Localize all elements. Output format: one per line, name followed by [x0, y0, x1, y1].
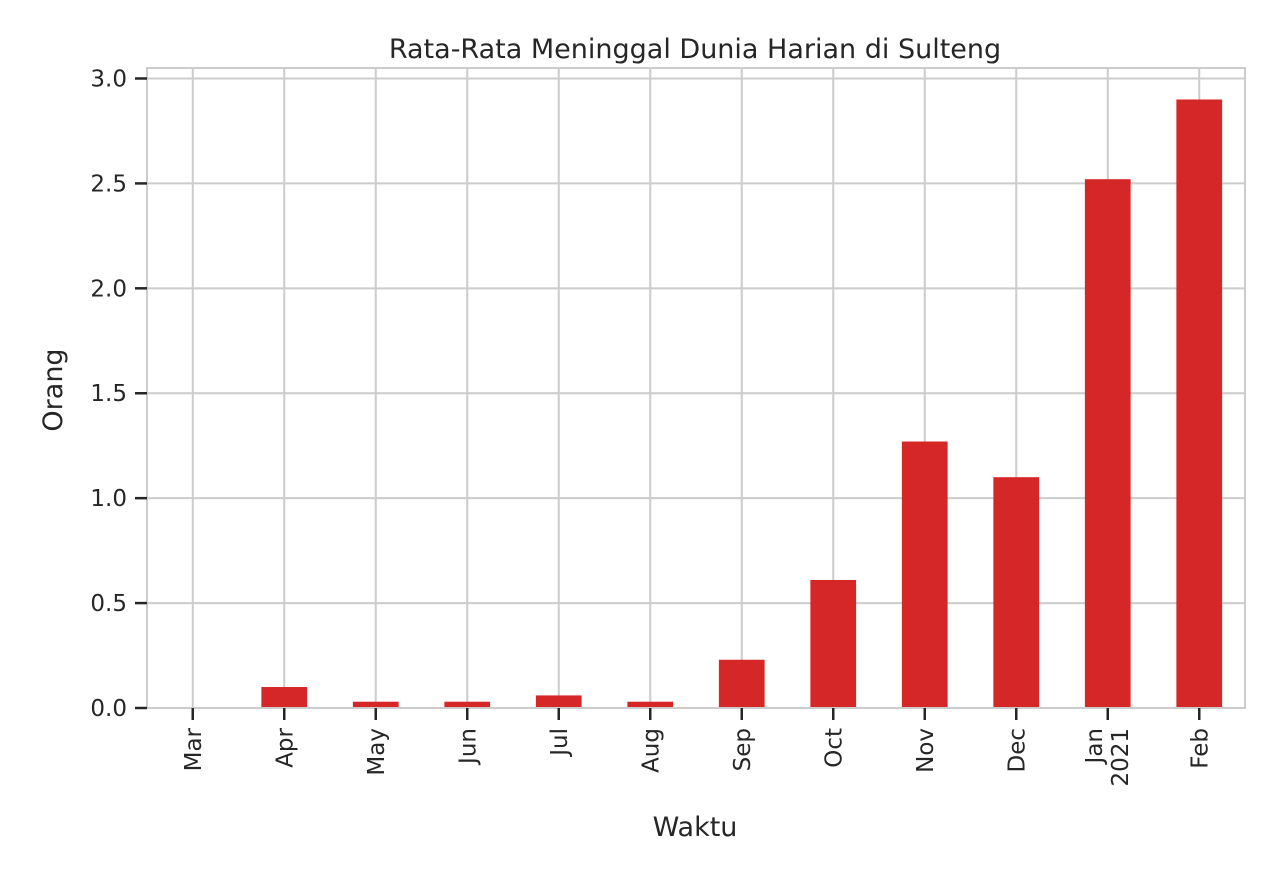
- x-tick-label: May: [364, 728, 390, 776]
- x-tick-label: Mar: [181, 727, 207, 771]
- x-tick-label-group: Jul: [547, 728, 573, 758]
- x-tick-sublabel: 2021: [1108, 728, 1134, 787]
- x-tick-label: Feb: [1187, 728, 1213, 769]
- x-tick-label-group: May: [364, 728, 390, 776]
- bar-apr: [261, 687, 308, 708]
- x-tick-label-group: Aug: [638, 728, 664, 773]
- bar-jun: [444, 701, 491, 708]
- axis-ticks: [135, 77, 1201, 720]
- y-tick-label: 2.0: [90, 276, 127, 302]
- x-tick-label: Dec: [1004, 728, 1030, 773]
- bar-oct: [810, 580, 857, 708]
- bar-feb: [1176, 99, 1223, 709]
- x-tick-label-group: Feb: [1187, 728, 1213, 769]
- bar-sep: [718, 659, 765, 708]
- bars: [261, 99, 1223, 709]
- y-tick-label: 3.0: [90, 66, 127, 92]
- x-tick-label-group: Jun: [455, 728, 481, 766]
- x-tick-label-group: Jan 2021: [1082, 728, 1134, 787]
- x-tick-label-group: Sep: [730, 728, 756, 771]
- x-tick-label-group: Dec: [1004, 728, 1030, 773]
- y-tick-label: 0.0: [90, 696, 127, 722]
- chart-title: Rata-Rata Meninggal Dunia Harian di Sult…: [389, 34, 1001, 65]
- x-tick-label-group: Mar: [181, 727, 207, 771]
- x-tick-label-group: Apr: [272, 727, 298, 767]
- y-axis-label: Orang: [38, 348, 69, 431]
- x-tick-label: Sep: [730, 728, 756, 771]
- y-tick-label: 2.5: [90, 171, 127, 197]
- y-tick-label: 1.0: [90, 486, 127, 512]
- bar-dec: [993, 477, 1040, 708]
- x-tick-label: Aug: [638, 728, 664, 773]
- grid-lines: [147, 68, 1245, 709]
- x-tick-label-group: Oct: [821, 728, 847, 768]
- bar-jul: [535, 695, 582, 708]
- x-tick-label: Jan: [1082, 728, 1108, 765]
- bar-aug: [627, 701, 674, 708]
- x-tick-label: Nov: [913, 728, 939, 773]
- x-axis-label: Waktu: [653, 812, 738, 843]
- bar-may: [352, 701, 399, 708]
- x-tick-label: Apr: [272, 727, 298, 767]
- x-tick-label-group: Nov: [913, 728, 939, 773]
- plot-frame: [146, 67, 1246, 709]
- y-tick-label: 1.5: [90, 381, 127, 407]
- x-tick-label: Jun: [455, 728, 481, 766]
- x-tick-labels: Mar Apr May Jun Jul Aug Sep Oct Nov Dec Jan 2021 Feb: [181, 727, 1214, 786]
- x-tick-label: Jul: [547, 728, 573, 758]
- bar-nov: [901, 441, 948, 708]
- y-tick-label: 0.5: [90, 591, 127, 617]
- y-tick-labels: 0.0 0.5 1.0 1.5 2.0 2.5 3.0: [90, 66, 127, 722]
- bar-jan: [1084, 179, 1131, 708]
- x-tick-label: Oct: [821, 728, 847, 768]
